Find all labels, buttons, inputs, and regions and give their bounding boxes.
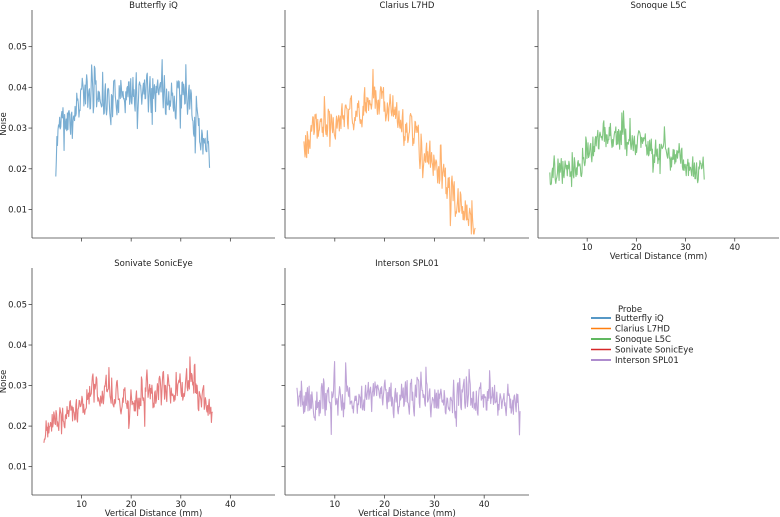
y-tick-label: 0.01	[8, 463, 27, 473]
y-tick-label: 0.05	[8, 43, 27, 53]
legend-label-clarius-l7hd: Clarius L7HD	[615, 325, 670, 335]
x-tick-label: 30	[429, 500, 440, 510]
y-tick-label: 0.02	[8, 422, 27, 432]
legend-label-interson-spl01: Interson SPL01	[615, 356, 679, 366]
panel-sonoque-l5c: Sonoque L5C 10 20 30 40 Vertical Distance (mm…	[534, 1, 779, 262]
y-axis-title: Noise	[0, 370, 9, 394]
x-axis-title: Vertical Distance (mm)	[105, 509, 203, 517]
x-tick-label: 10	[582, 243, 593, 253]
legend-label-sonivate-soniceye: Sonivate SonicEye	[615, 346, 694, 356]
x-tick-label: 10	[329, 500, 340, 510]
panel-title-interson-spl01: Interson SPL01	[375, 259, 439, 269]
panel-sonivate-soniceye: Sonivate SonicEye 10 20 30 40 Vertical Distan…	[0, 259, 275, 517]
series-line-sonivate-soniceye	[43, 356, 213, 443]
y-tick-label: 0.03	[8, 124, 27, 134]
x-tick-label: 20	[379, 500, 390, 510]
panel-title-clarius-l7hd: Clarius L7HD	[380, 1, 435, 11]
x-tick-label: 20	[126, 500, 137, 510]
x-tick-label: 10	[76, 500, 87, 510]
y-tick-label: 0.04	[8, 341, 27, 351]
panel-butterfly-iq: Butterfly iQ 0.01 0.02 0.03 0.04 0.05 Noise	[0, 1, 275, 242]
y-tick-label: 0.03	[8, 382, 27, 392]
x-tick-label: 40	[225, 500, 236, 510]
x-tick-label: 40	[479, 500, 490, 510]
y-tick-label: 0.05	[8, 300, 27, 310]
series-line-butterfly-iq	[55, 59, 211, 177]
x-axis-title: Vertical Distance (mm)	[358, 509, 456, 517]
y-tick-label: 0.01	[8, 206, 27, 216]
series-line-clarius-l7hd	[303, 68, 476, 235]
panel-interson-spl01: Interson SPL01 10 20 30 40 Vertical Distance …	[281, 259, 529, 517]
y-tick-label: 0.02	[8, 165, 27, 175]
series-line-sonoque-l5c	[549, 110, 705, 188]
series-line-interson-spl01	[296, 361, 521, 436]
x-tick-label: 40	[729, 243, 740, 253]
panel-title-sonivate-soniceye: Sonivate SonicEye	[114, 259, 193, 269]
x-axis-title: Vertical Distance (mm)	[610, 252, 708, 262]
y-tick-label: 0.04	[8, 83, 27, 93]
y-axis-title: Noise	[0, 112, 9, 136]
panel-title-sonoque-l5c: Sonoque L5C	[631, 1, 687, 11]
x-tick-label: 20	[631, 243, 642, 253]
legend-title: Probe	[618, 305, 642, 315]
panel-clarius-l7hd: Clarius L7HD	[281, 1, 529, 242]
legend-label-sonoque-l5c: Sonoque L5C	[615, 335, 671, 345]
x-tick-label: 30	[175, 500, 186, 510]
panel-title-butterfly-iq: Butterfly iQ	[129, 1, 178, 11]
x-tick-label: 30	[680, 243, 691, 253]
legend-label-butterfly-iq: Butterfly iQ	[615, 314, 664, 324]
